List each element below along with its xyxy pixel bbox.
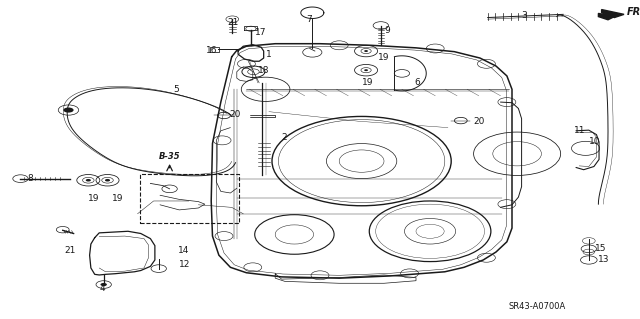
Circle shape [86,179,91,182]
Circle shape [63,108,74,113]
Text: 5: 5 [173,85,179,94]
Circle shape [100,283,107,286]
Circle shape [364,50,368,52]
Text: 21: 21 [64,246,76,255]
Circle shape [364,69,368,71]
Text: 7: 7 [306,15,312,24]
Bar [140,174,239,223]
Text: 10: 10 [589,137,600,146]
Text: 20: 20 [474,117,485,126]
Text: SR43-A0700A: SR43-A0700A [509,302,566,311]
Text: 19: 19 [88,194,100,203]
Polygon shape [598,13,614,20]
Text: 19: 19 [112,194,124,203]
Text: 16: 16 [206,46,218,55]
Text: 6: 6 [415,78,420,87]
Text: 9: 9 [384,26,390,35]
Text: 2: 2 [282,133,287,142]
Text: 4: 4 [99,284,105,293]
Circle shape [105,179,110,182]
Text: 20: 20 [229,110,241,119]
Text: 1: 1 [266,50,271,59]
Text: 13: 13 [598,255,610,263]
Text: 11: 11 [574,126,586,135]
Text: 15: 15 [595,244,607,253]
Text: 14: 14 [178,246,189,255]
Text: FR.: FR. [627,7,640,17]
Text: 12: 12 [179,260,191,269]
Text: 3: 3 [522,11,527,20]
Polygon shape [602,10,624,18]
Text: 21: 21 [227,18,239,27]
Text: 8: 8 [27,174,33,183]
Text: 17: 17 [255,28,266,37]
Text: 19: 19 [362,78,373,87]
Text: B-35: B-35 [159,152,180,161]
Text: 18: 18 [258,66,269,75]
Text: 19: 19 [378,53,389,62]
